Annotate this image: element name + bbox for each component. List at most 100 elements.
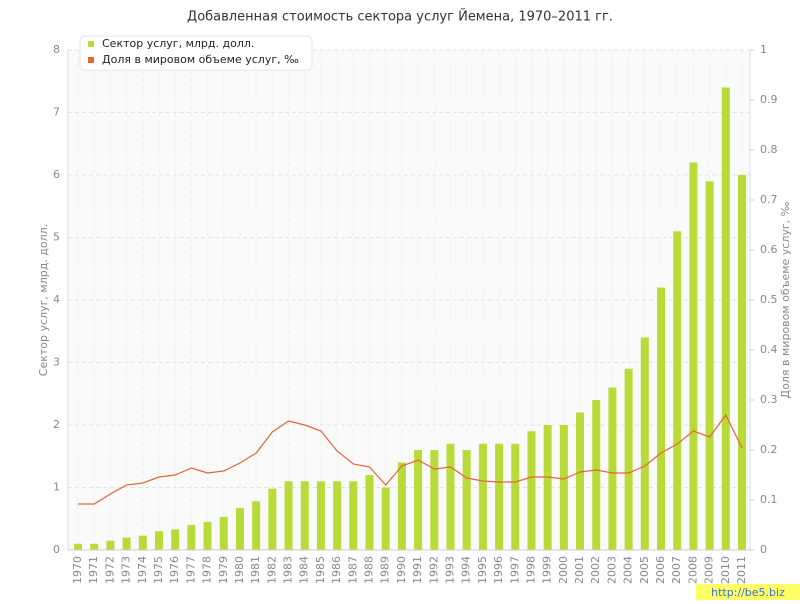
bar (187, 525, 196, 550)
legend-label: Сектор услуг, млрд. долл. (102, 37, 254, 50)
x-tick-label: 1977 (184, 556, 197, 584)
x-tick-label: 1975 (152, 556, 165, 584)
bar (543, 425, 552, 550)
x-tick-label: 1973 (120, 556, 133, 584)
bar (138, 535, 147, 550)
bar (219, 516, 228, 550)
bar (430, 450, 439, 550)
bar (657, 287, 666, 550)
legend-box (79, 35, 313, 71)
x-tick-label: 1972 (103, 556, 116, 584)
bar (689, 162, 698, 550)
x-tick-label: 2003 (605, 556, 618, 584)
bar (203, 521, 212, 550)
y-tick-label: 8 (53, 43, 60, 56)
bar (721, 87, 730, 550)
x-tick-label: 2007 (670, 556, 683, 584)
y-tick-label: 3 (53, 356, 60, 369)
bar (365, 475, 374, 550)
legend-swatch (88, 41, 94, 47)
bar (90, 543, 99, 550)
x-tick-label: 1970 (71, 556, 84, 584)
x-tick-label: 1987 (346, 556, 359, 584)
x-tick-label: 2000 (557, 556, 570, 584)
x-tick-label: 1986 (330, 556, 343, 584)
bar (381, 487, 390, 550)
x-tick-label: 1983 (282, 556, 295, 584)
y-tick-label: 7 (53, 106, 60, 119)
bar (171, 529, 180, 550)
x-tick-label: 1990 (395, 556, 408, 584)
x-tick-label: 1976 (168, 556, 181, 584)
x-tick-label: 1988 (363, 556, 376, 584)
bar (268, 488, 277, 550)
x-tick-label: 1999 (541, 556, 554, 584)
bar (673, 231, 682, 550)
x-tick-label: 1995 (476, 556, 489, 584)
y-tick-label: 5 (53, 231, 60, 244)
line (78, 413, 743, 505)
x-tick-label: 1985 (314, 556, 327, 584)
x-tick-label: 1997 (508, 556, 521, 584)
x-tick-label: 1989 (379, 556, 392, 584)
x-tick-label: 2011 (735, 556, 748, 584)
y-tick-label: 4 (53, 293, 60, 306)
y2-tick-label: 0.4 (760, 343, 778, 356)
bar (74, 543, 82, 550)
watermark: http://be5.biz (711, 586, 785, 599)
x-tick-label: 2006 (654, 556, 667, 584)
y2-tick-label: 0.3 (760, 393, 778, 406)
y2-tick-label: 0.9 (760, 93, 778, 106)
y-axis-title: Сектор услуг, млрд. долл. (37, 224, 50, 376)
bar (106, 540, 115, 550)
x-tick-label: 1981 (249, 556, 262, 584)
y2-tick-label: 0.1 (760, 493, 778, 506)
x-tick-label: 2002 (589, 556, 602, 584)
x-tick-label: 1982 (265, 556, 278, 584)
bar (397, 462, 406, 550)
y-tick-label: 1 (53, 481, 60, 494)
bar (316, 481, 325, 550)
y2-tick-label: 0.5 (760, 293, 778, 306)
bar (284, 481, 293, 550)
x-tick-label: 1992 (427, 556, 440, 584)
y-tick-label: 6 (53, 168, 60, 181)
watermark-bg (696, 584, 800, 600)
chart-title: Добавленная стоимость сектора услуг Йеме… (187, 9, 613, 25)
x-tick-label: 2008 (686, 556, 699, 584)
bar (235, 508, 244, 550)
x-tick-label: 1971 (87, 556, 100, 584)
y2-tick-label: 1 (760, 43, 767, 56)
x-tick-label: 2010 (719, 556, 732, 584)
y2-axis-title: Доля в мировом объеме услуг, ‰ (779, 201, 792, 398)
x-tick-label: 1991 (411, 556, 424, 584)
x-tick-label: 2004 (622, 556, 635, 584)
bar (592, 400, 601, 550)
legend-swatch (88, 57, 94, 63)
y-tick-label: 0 (53, 543, 60, 556)
bar (608, 387, 617, 550)
bar (640, 337, 649, 550)
bar (300, 481, 309, 550)
bar (738, 175, 746, 550)
y2-tick-label: 0.8 (760, 143, 778, 156)
x-tick-label: 1979 (217, 556, 230, 584)
legend-label: Доля в мировом объеме услуг, ‰ (102, 53, 299, 66)
x-tick-label: 1974 (136, 556, 149, 584)
x-tick-label: 1994 (460, 556, 473, 584)
bar (333, 481, 342, 550)
x-tick-label: 2005 (638, 556, 651, 584)
bar (252, 501, 261, 550)
bar (705, 181, 714, 550)
x-tick-label: 1978 (201, 556, 214, 584)
bar (462, 450, 471, 550)
bar (527, 431, 536, 550)
y2-tick-label: 0.6 (760, 243, 778, 256)
x-tick-label: 1980 (233, 556, 246, 584)
bar (154, 531, 163, 550)
bar (495, 443, 504, 550)
bar (478, 443, 487, 550)
x-tick-label: 1993 (443, 556, 456, 584)
legend: Сектор услуг, млрд. долл. Доля в мировом … (79, 35, 313, 71)
